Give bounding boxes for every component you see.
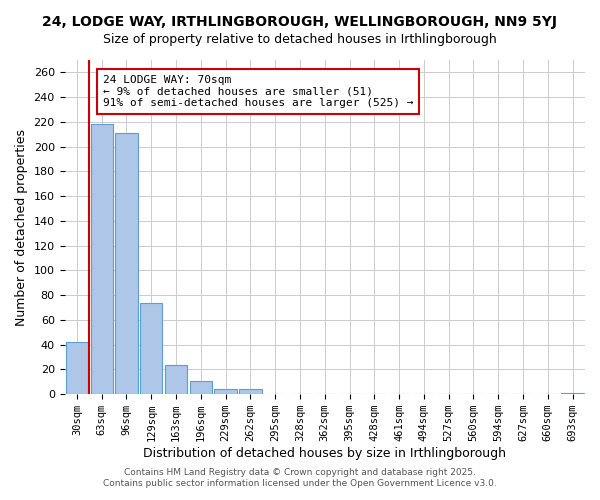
Text: 24, LODGE WAY, IRTHLINGBOROUGH, WELLINGBOROUGH, NN9 5YJ: 24, LODGE WAY, IRTHLINGBOROUGH, WELLINGB… — [43, 15, 557, 29]
Bar — [91, 124, 113, 394]
Bar — [562, 393, 584, 394]
Text: Size of property relative to detached houses in Irthlingborough: Size of property relative to detached ho… — [103, 32, 497, 46]
Bar — [239, 390, 262, 394]
X-axis label: Distribution of detached houses by size in Irthlingborough: Distribution of detached houses by size … — [143, 447, 506, 460]
Bar — [214, 390, 237, 394]
Text: 24 LODGE WAY: 70sqm
← 9% of detached houses are smaller (51)
91% of semi-detache: 24 LODGE WAY: 70sqm ← 9% of detached hou… — [103, 75, 413, 108]
Bar — [165, 364, 187, 394]
Y-axis label: Number of detached properties: Number of detached properties — [15, 128, 28, 326]
Bar — [140, 302, 163, 394]
Text: Contains HM Land Registry data © Crown copyright and database right 2025.
Contai: Contains HM Land Registry data © Crown c… — [103, 468, 497, 487]
Bar — [66, 342, 88, 394]
Bar — [190, 380, 212, 394]
Bar — [115, 133, 137, 394]
